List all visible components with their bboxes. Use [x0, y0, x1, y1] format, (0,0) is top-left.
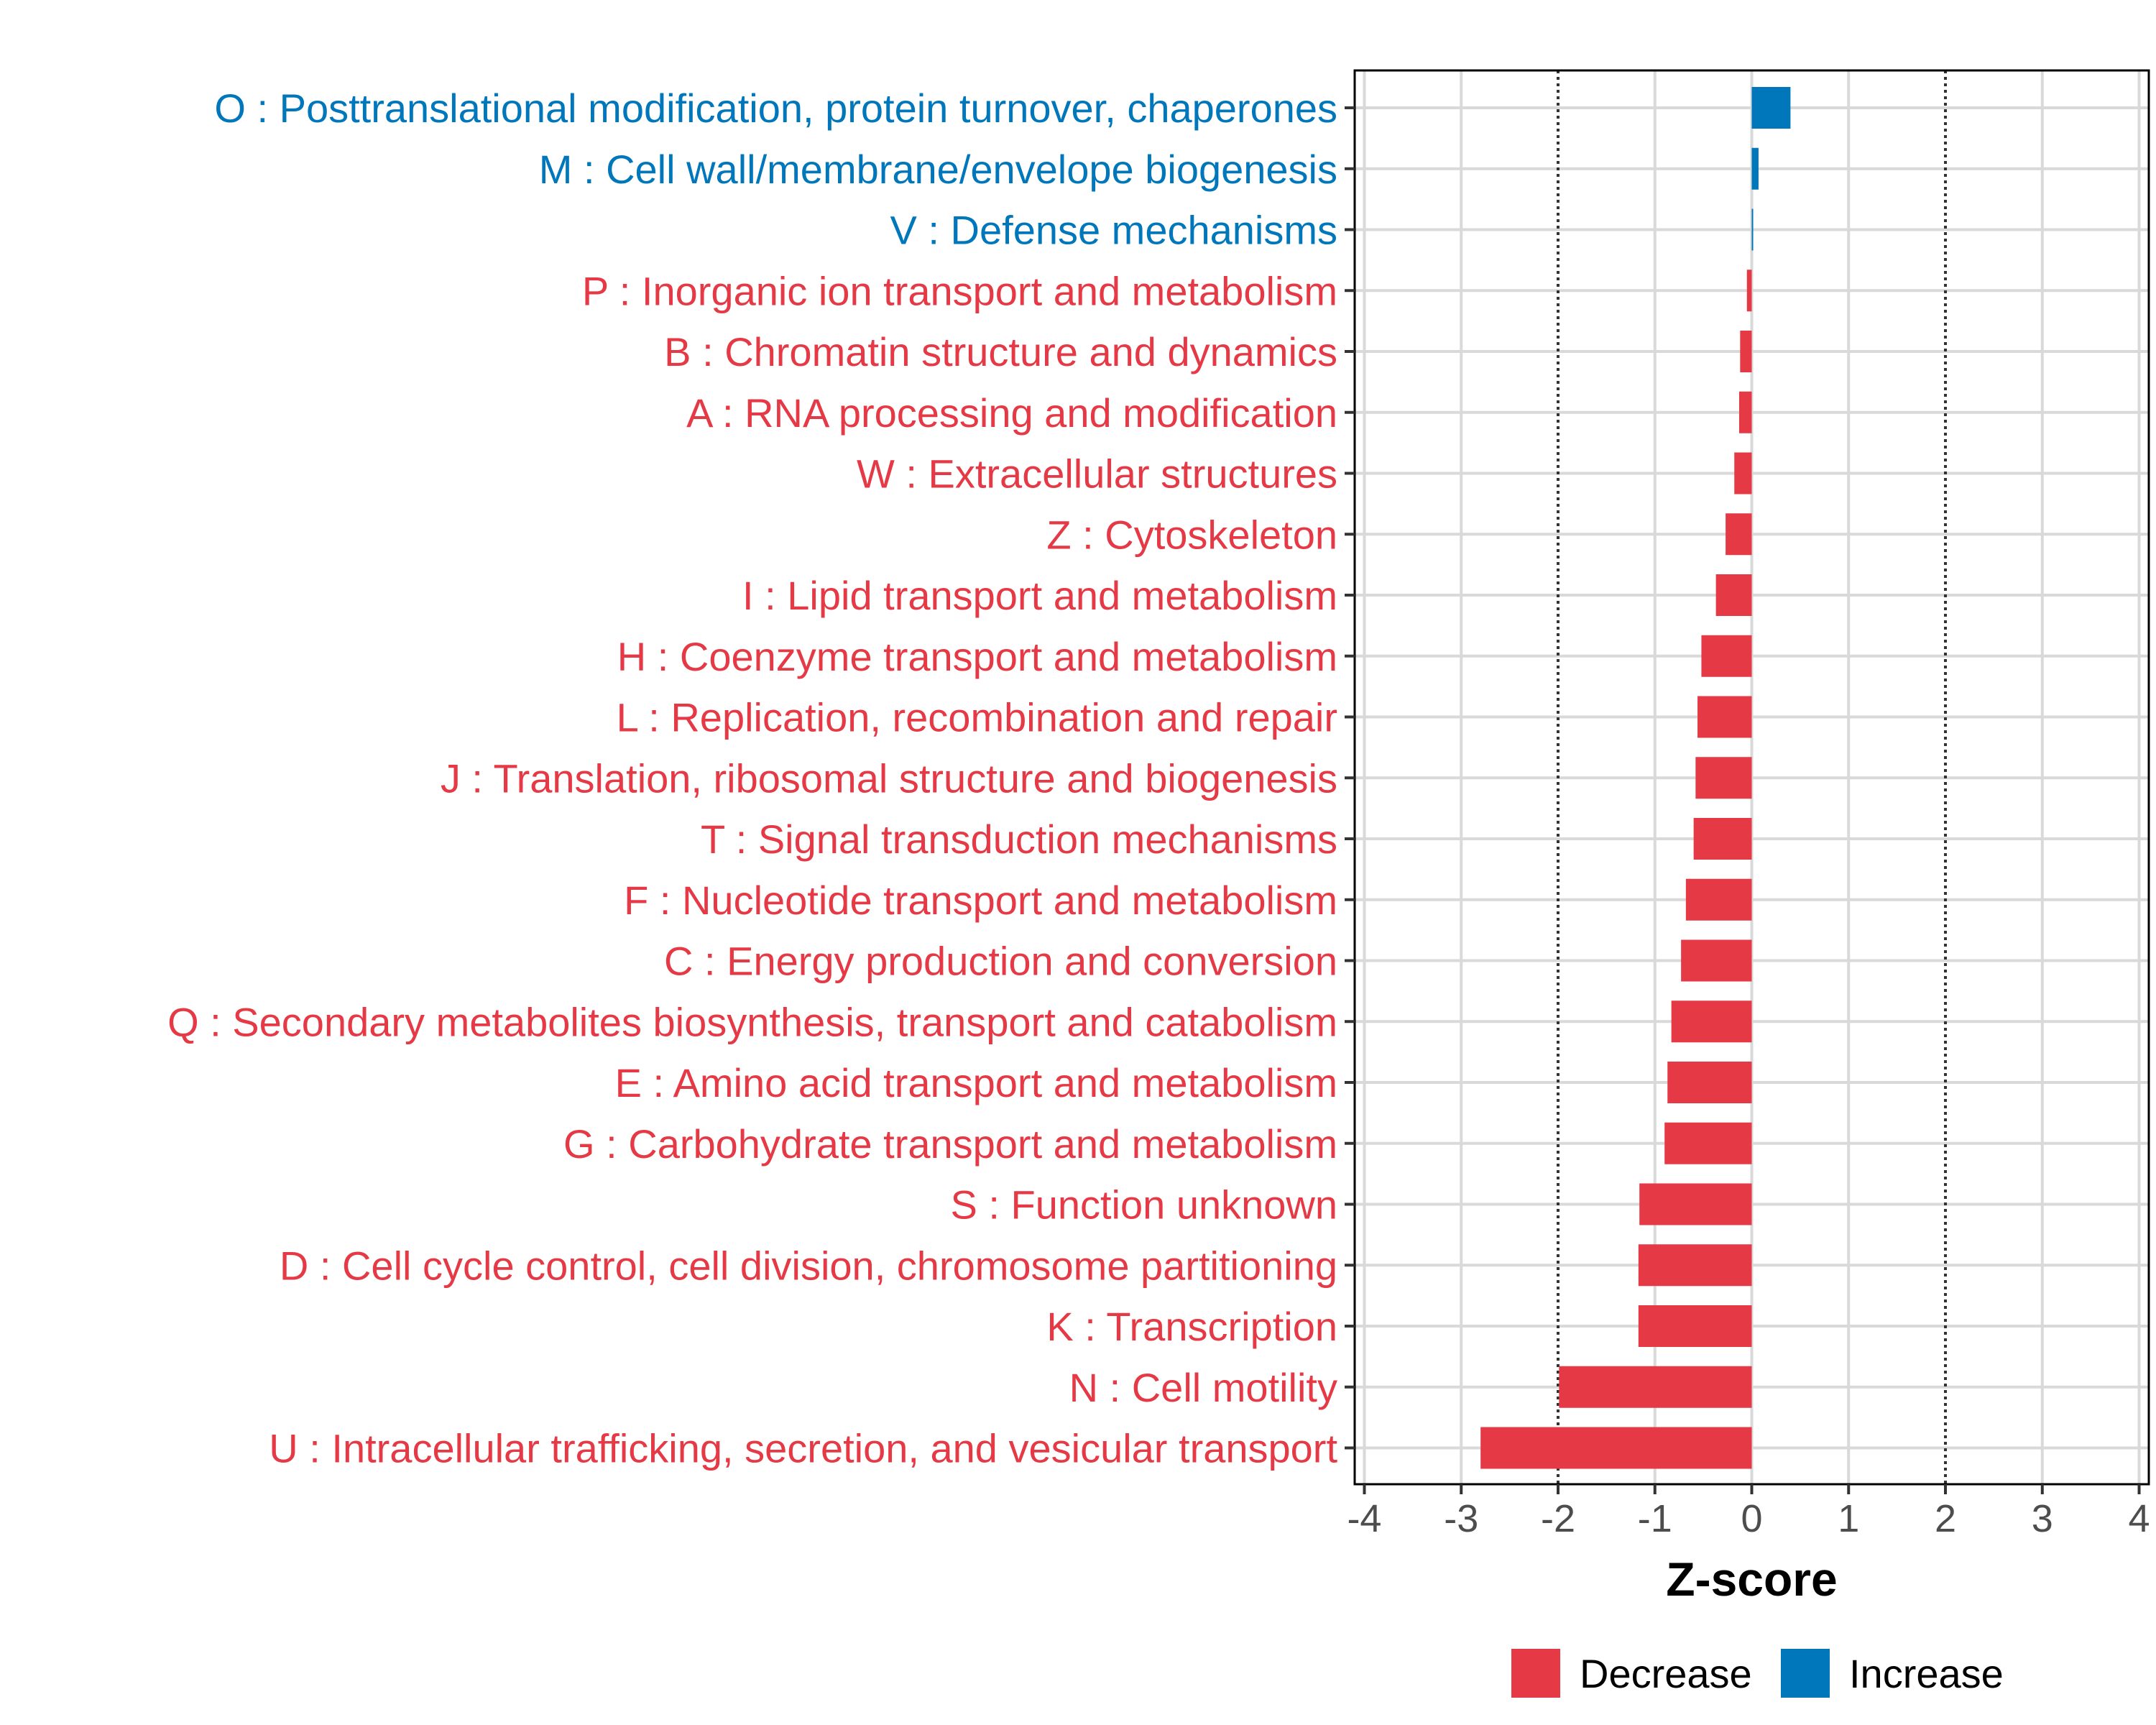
bar — [1751, 208, 1754, 251]
x-tick-label: -3 — [1444, 1497, 1478, 1540]
bars — [1480, 87, 1791, 1469]
bar — [1740, 331, 1752, 372]
x-tick-label: -4 — [1347, 1497, 1381, 1540]
bar — [1726, 513, 1752, 556]
bar — [1734, 452, 1752, 494]
bar — [1746, 270, 1752, 312]
x-axis-ticks: -4 -3 -2 -1 0 1 2 3 4 — [1347, 1484, 2150, 1540]
x-tick-label: 2 — [1935, 1497, 1956, 1540]
bar — [1639, 1183, 1752, 1225]
bar — [1701, 635, 1752, 677]
category-label: F : Nucleotide transport and metabolism — [624, 878, 1337, 923]
category-label: G : Carbohydrate transport and metabolis… — [563, 1121, 1337, 1167]
x-tick-label: 0 — [1741, 1497, 1762, 1540]
legend-swatch — [1781, 1649, 1830, 1698]
bar — [1664, 1122, 1752, 1164]
category-label: K : Transcription — [1046, 1304, 1337, 1349]
bar — [1480, 1427, 1752, 1469]
bar — [1638, 1305, 1752, 1347]
category-label: D : Cell cycle control, cell division, c… — [280, 1243, 1337, 1288]
category-label: I : Lipid transport and metabolism — [742, 573, 1337, 618]
category-label: M : Cell wall/membrane/envelope biogenes… — [539, 147, 1337, 192]
category-label: Z : Cytoskeleton — [1046, 512, 1337, 557]
bar — [1685, 878, 1752, 921]
bar — [1638, 1244, 1752, 1287]
legend-label: Decrease — [1580, 1651, 1752, 1696]
category-label: S : Function unknown — [950, 1182, 1337, 1228]
category-label: A : RNA processing and modification — [686, 390, 1337, 436]
bar — [1671, 1000, 1752, 1043]
bar — [1681, 939, 1752, 982]
bar — [1693, 818, 1752, 860]
category-label: P : Inorganic ion transport and metaboli… — [582, 268, 1337, 313]
category-label: N : Cell motility — [1069, 1365, 1337, 1410]
x-tick-label: -1 — [1638, 1497, 1672, 1540]
category-label: V : Defense mechanisms — [890, 208, 1337, 253]
legend: Decrease Increase — [1511, 1649, 2004, 1698]
bar — [1738, 391, 1752, 433]
category-label: C : Energy production and conversion — [664, 939, 1337, 984]
category-label: H : Coenzyme transport and metabolism — [617, 634, 1337, 679]
bar — [1715, 574, 1752, 616]
bar — [1559, 1366, 1752, 1408]
category-label: W : Extracellular structures — [857, 451, 1337, 497]
bar — [1667, 1062, 1752, 1103]
bar — [1751, 147, 1759, 190]
category-label: J : Translation, ribosomal structure and… — [441, 755, 1337, 801]
x-tick-label: 3 — [2032, 1497, 2053, 1540]
category-label: T : Signal transduction mechanisms — [701, 816, 1337, 862]
category-label: Q : Secondary metabolites biosynthesis, … — [167, 999, 1337, 1044]
bar — [1697, 696, 1752, 738]
category-label: U : Intracellular trafficking, secretion… — [269, 1426, 1337, 1471]
category-label: E : Amino acid transport and metabolism — [615, 1060, 1337, 1105]
bar — [1751, 87, 1791, 129]
bar — [1695, 757, 1752, 799]
x-tick-label: 1 — [1838, 1497, 1859, 1540]
legend-swatch — [1511, 1649, 1560, 1698]
y-axis-category-labels: O : Posttranslational modification, prot… — [167, 86, 1337, 1471]
category-label: O : Posttranslational modification, prot… — [214, 86, 1337, 131]
x-tick-label: -2 — [1541, 1497, 1575, 1540]
reference-lines — [1556, 70, 1948, 1484]
legend-label: Increase — [1849, 1651, 2004, 1696]
x-tick-label: 4 — [2129, 1497, 2150, 1540]
y-axis-ticks — [1345, 106, 1355, 1450]
x-axis-title: Z-score — [1666, 1552, 1837, 1606]
category-label: L : Replication, recombination and repai… — [617, 695, 1337, 740]
category-label: B : Chromatin structure and dynamics — [664, 329, 1337, 374]
